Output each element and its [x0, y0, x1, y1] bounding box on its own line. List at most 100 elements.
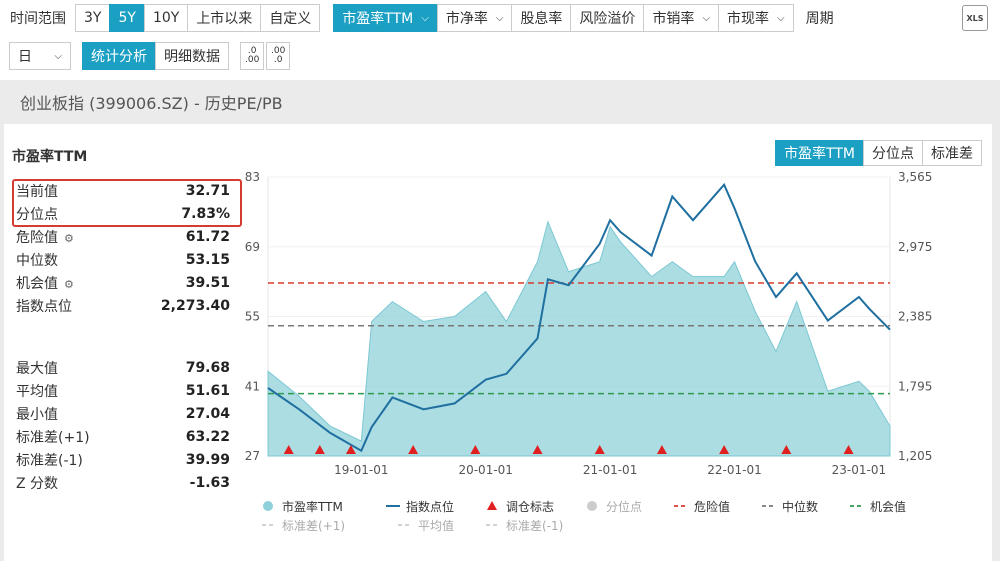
stat-row-std-minus: 标准差(-1) 39.99 [12, 448, 234, 471]
stat-label: 机会值 [16, 275, 58, 292]
chart-header: 创业板指 (399006.SZ) - 历史PE/PB [0, 80, 1000, 120]
range-10y-button[interactable]: 10Y [143, 4, 189, 32]
range-custom-button[interactable]: 自定义 [260, 4, 321, 32]
page-title: 创业板指 (399006.SZ) - 历史PE/PB [20, 94, 283, 113]
legend-label: 市盈率TTM [282, 499, 343, 514]
metric-risk-premium-button[interactable]: 风险溢价 [570, 4, 645, 32]
gear-icon[interactable]: ⚙ [64, 231, 74, 245]
legend-label: 指数点位 [406, 499, 454, 514]
x-tick-label: 21-01-01 [583, 463, 637, 477]
stat-row-mean: 平均值 51.61 [12, 379, 234, 402]
rebalance-marker [470, 445, 481, 454]
period-select[interactable]: 日 ⌵ [9, 42, 71, 70]
stats-analysis-button[interactable]: 统计分析 [82, 42, 156, 70]
toolbar-row-2: 日 ⌵ 统计分析 明细数据 .0 .00 .00 .0 [9, 42, 290, 70]
stat-value: 39.99 [185, 451, 230, 468]
x-tick-label: 23-01-01 [832, 463, 886, 477]
metric-ps-label: 市销率 [652, 11, 695, 27]
range-since-listing-button[interactable]: 上市以来 [187, 4, 262, 32]
gear-icon[interactable]: ⚙ [64, 277, 74, 291]
legend-label: 危险值 [694, 499, 730, 514]
metric-pb-dropdown[interactable]: 市净率 ⌵ [436, 4, 513, 32]
chevron-down-icon: ⌵ [495, 12, 504, 24]
tab-percentile[interactable]: 分位点 [863, 140, 923, 166]
metric-pe-ttm-label: 市盈率TTM [342, 11, 414, 27]
stat-label: 最小值 [16, 406, 58, 423]
metric-pb-label: 市净率 [445, 11, 488, 27]
rebalance-marker [594, 445, 605, 454]
metric-ps-dropdown[interactable]: 市销率 ⌵ [643, 4, 720, 32]
rebalance-marker [408, 445, 419, 454]
y-right-tick-label: 3,565 [898, 170, 932, 184]
legend-label: 机会值 [870, 499, 906, 514]
y-left-tick-label: 27 [245, 449, 260, 463]
rebalance-marker [345, 445, 356, 454]
legend-label: 平均值 [418, 518, 454, 533]
metric-dividend-button[interactable]: 股息率 [511, 4, 572, 32]
stat-row-opportunity: 机会值 ⚙ 39.51 [12, 271, 234, 294]
rebalance-marker [656, 445, 667, 454]
stat-row-index-level: 指数点位 2,273.40 [12, 294, 234, 317]
stat-label: 分位点 [16, 206, 58, 223]
x-tick-label: 22-01-01 [707, 463, 761, 477]
rebalance-marker [719, 445, 730, 454]
decrease-decimal-icon[interactable]: .00 .0 [266, 42, 290, 70]
stat-value: 2,273.40 [160, 297, 230, 314]
y-right-tick-label: 2,975 [898, 240, 932, 254]
period-value: 日 [18, 49, 32, 65]
chevron-down-icon: ⌵ [702, 12, 711, 24]
chart-tabs: 市盈率TTM 分位点 标准差 [775, 140, 982, 166]
stat-row-median: 中位数 53.15 [12, 248, 234, 271]
increase-decimal-icon[interactable]: .0 .00 [240, 42, 264, 70]
legend-label: 中位数 [782, 499, 818, 514]
current-highlight-box [12, 179, 242, 227]
index-level-line [267, 182, 891, 453]
stat-label: 标准差(-1) [16, 452, 83, 469]
y-left-tick-label: 83 [245, 170, 260, 184]
export-xls-icon[interactable]: XLS [962, 5, 988, 31]
rebalance-marker [314, 445, 325, 454]
stat-row-max: 最大值 79.68 [12, 356, 234, 379]
y-left-tick-label: 55 [245, 310, 260, 324]
y-right-tick-label: 2,385 [898, 310, 932, 324]
stat-value: 63.22 [185, 428, 230, 445]
legend-marker [587, 501, 597, 511]
stat-label: 指数点位 [16, 298, 72, 315]
stat-value: -1.63 [189, 474, 230, 491]
stat-value: 39.51 [185, 274, 230, 291]
legend-label: 调仓标志 [506, 500, 554, 514]
chevron-down-icon: ⌵ [54, 50, 62, 62]
x-tick-label: 20-01-01 [458, 463, 512, 477]
stat-row-danger: 危险值 ⚙ 61.72 [12, 225, 234, 248]
detail-data-button[interactable]: 明细数据 [155, 42, 229, 70]
y-right-tick-label: 1,205 [898, 449, 932, 463]
pe-chart: 27 41 55 69 83 1,205 1,795 2,385 2,975 3,565 19-01… [245, 170, 933, 533]
panel-title: 市盈率TTM [12, 149, 88, 165]
metric-pcf-dropdown[interactable]: 市现率 ⌵ [718, 4, 794, 32]
range-3y-button[interactable]: 3Y [75, 4, 111, 32]
y-left-tick-label: 41 [245, 379, 260, 393]
stat-value: 7.83% [181, 205, 230, 222]
stat-label: 平均值 [16, 383, 58, 400]
stat-value: 61.72 [185, 228, 230, 245]
legend-label: 标准差(+1) [282, 519, 345, 533]
period-label: 周期 [805, 11, 834, 27]
stat-label: 标准差(+1) [16, 429, 90, 446]
stat-label: 中位数 [16, 252, 58, 269]
range-5y-button[interactable]: 5Y [109, 4, 145, 32]
tab-pe-ttm[interactable]: 市盈率TTM [775, 140, 864, 166]
rebalance-marker [781, 445, 792, 454]
stat-row-std-plus: 标准差(+1) 63.22 [12, 425, 234, 448]
stat-row-percentile: 分位点 7.83% [12, 202, 234, 225]
chart-panel: 市盈率TTM 当前值 32.71 分位点 7.83% 危险值 ⚙ 61.72 中位数 53… [4, 124, 992, 561]
toolbar: 时间范围 3Y 5Y 10Y 上市以来 自定义 市盈率TTM ⌵ 市净率 ⌵ 股息率… [0, 0, 1000, 78]
stats-table: 当前值 32.71 分位点 7.83% 危险值 ⚙ 61.72 中位数 53.15 机会值… [12, 179, 242, 494]
stat-value: 51.61 [185, 382, 230, 399]
y-left-tick-label: 69 [245, 240, 260, 254]
legend-label: 标准差(-1) [506, 519, 563, 533]
toolbar-row-1: 时间范围 3Y 5Y 10Y 上市以来 自定义 市盈率TTM ⌵ 市净率 ⌵ 股息率… [10, 4, 844, 32]
tab-std-dev[interactable]: 标准差 [922, 140, 982, 166]
rebalance-marker [532, 445, 543, 454]
metric-pe-ttm-dropdown[interactable]: 市盈率TTM ⌵ [333, 4, 438, 32]
stat-row-min: 最小值 27.04 [12, 402, 234, 425]
